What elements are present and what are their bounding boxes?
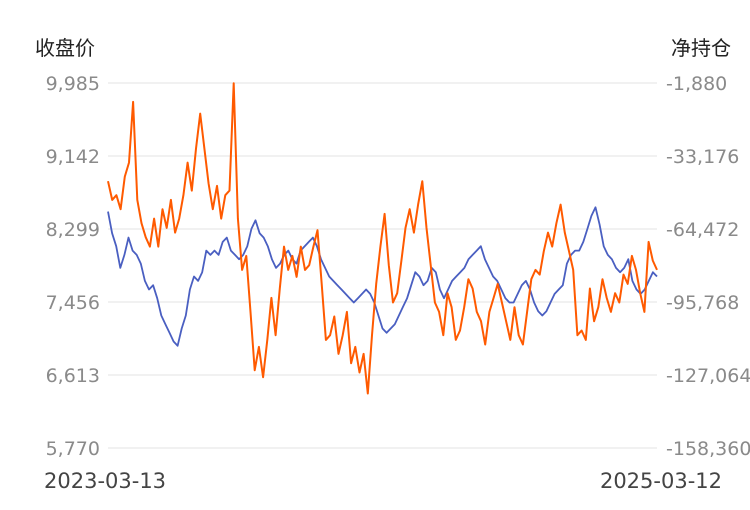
series-layer [107, 82, 658, 395]
x-end-date-label: 2025-03-12 [600, 469, 722, 493]
left-tick-label: 9,142 [46, 146, 100, 168]
left-tick-label: 6,613 [46, 365, 100, 387]
left-tick-label: 5,770 [46, 438, 100, 460]
close-price-line [107, 206, 658, 347]
right-axis-ticks: -1,880 -33,176 -64,472 -95,768 -127,064 -158,… [666, 73, 750, 460]
right-axis-title: 净持仓 [671, 36, 731, 60]
right-tick-label: -158,360 [666, 438, 750, 460]
grid-lines [108, 82, 657, 449]
right-tick-label: -95,768 [666, 292, 739, 314]
left-tick-label: 8,299 [46, 219, 100, 241]
x-start-date-label: 2023-03-13 [44, 469, 166, 493]
right-tick-label: -33,176 [666, 146, 739, 168]
right-tick-label: -1,880 [666, 73, 727, 95]
left-axis-ticks: 9,985 9,142 8,299 7,456 6,613 5,770 [46, 73, 100, 460]
left-tick-label: 9,985 [46, 73, 100, 95]
right-tick-label: -64,472 [666, 219, 739, 241]
net-position-line [107, 82, 658, 395]
left-axis-title: 收盘价 [35, 36, 95, 60]
left-tick-label: 7,456 [46, 292, 100, 314]
right-tick-label: -127,064 [666, 365, 750, 387]
